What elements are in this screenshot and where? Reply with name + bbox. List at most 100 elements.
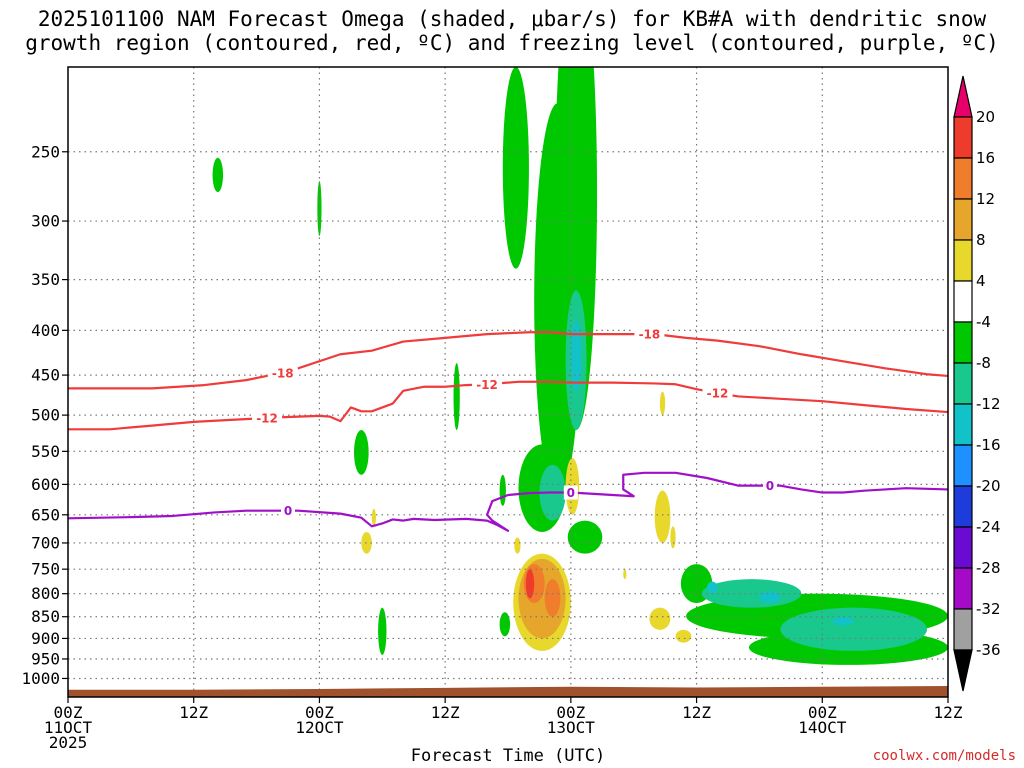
omega-shade-neg8 <box>354 430 369 475</box>
omega-shade-neg16 <box>759 591 781 604</box>
omega-shade-16 <box>525 569 535 599</box>
y-tick-label: 750 <box>31 560 60 579</box>
omega-shade-4 <box>514 537 521 554</box>
contour-label: 0 <box>567 486 575 500</box>
omega-shade-neg16 <box>707 581 718 594</box>
colorbar-segment <box>953 403 973 446</box>
x-tick-label: 00Z <box>808 703 837 722</box>
colorbar-segment <box>953 239 973 282</box>
omega-shade-neg8 <box>499 474 506 506</box>
contour-label: 0 <box>284 504 292 518</box>
colorbar-tick-label: 20 <box>976 108 995 126</box>
omega-shade-neg12 <box>780 607 928 651</box>
omega-shade-neg8 <box>317 181 322 236</box>
x-tick-label: 12Z <box>179 703 208 722</box>
omega-shade-neg8 <box>499 612 511 637</box>
colorbar-segment <box>953 280 973 323</box>
y-tick-label: 500 <box>31 406 60 425</box>
omega-shade-12 <box>544 579 561 617</box>
y-tick-label: 950 <box>31 649 60 668</box>
colorbar-tick-label: -16 <box>976 436 1001 454</box>
x-tick-label: 12OCT <box>295 718 344 737</box>
contour-label-bg <box>634 327 665 342</box>
y-tick-label: 450 <box>31 366 60 385</box>
x-tick-label: 00Z <box>556 703 585 722</box>
x-tick-label: 00Z <box>305 703 334 722</box>
colorbar-tick-label: 8 <box>976 231 986 249</box>
x-tick-label: 2025 <box>49 733 88 752</box>
omega-shade-4 <box>371 508 376 527</box>
y-tick-label: 400 <box>31 321 60 340</box>
contour-line-neg12 <box>68 380 948 431</box>
contour-label-bg <box>281 503 295 518</box>
omega-shade-4 <box>361 531 372 554</box>
contour-line-0 <box>68 471 948 532</box>
x-tick-label: 14OCT <box>798 718 847 737</box>
contour-label-bg <box>563 485 578 500</box>
colorbar-segment <box>953 362 973 405</box>
credit-link[interactable]: coolwx.com/models <box>872 748 1016 764</box>
colorbar-segment <box>953 608 973 651</box>
omega-shade-4 <box>670 526 676 549</box>
omega-shade-4 <box>623 569 627 580</box>
plot-frame <box>67 66 949 698</box>
omega-shade-neg16 <box>570 320 582 392</box>
colorbar-segment <box>953 157 973 200</box>
colorbar-segment <box>953 526 973 569</box>
contour-label: -12 <box>476 378 498 392</box>
colorbar-segment <box>953 444 973 487</box>
y-tick-label: 700 <box>31 533 60 552</box>
colorbar-segment <box>953 198 973 241</box>
colorbar-bottom-triangle <box>953 649 973 692</box>
x-tick-label: 00Z <box>54 703 83 722</box>
colorbar-tick-label: 4 <box>976 272 986 290</box>
omega-shade-neg8 <box>212 157 224 193</box>
colorbar-segment <box>953 485 973 528</box>
contour-label-bg <box>472 377 503 392</box>
y-tick-label: 1000 <box>21 669 60 688</box>
y-tick-label: 300 <box>31 212 60 231</box>
contour-label-bg <box>252 410 283 425</box>
colorbar-tick-label: -36 <box>976 641 1001 659</box>
omega-shade-4 <box>654 490 671 543</box>
contour-label: -12 <box>256 411 278 425</box>
omega-shade-neg8 <box>555 67 598 430</box>
x-axis-label: Forecast Time (UTC) <box>410 746 606 766</box>
colorbar-segment <box>953 116 973 159</box>
colorbar-segment <box>953 321 973 364</box>
contour-label: -12 <box>707 387 729 401</box>
colorbar-tick-label: -8 <box>976 354 991 372</box>
omega-shade-4 <box>659 391 666 416</box>
colorbar-tick-label: -20 <box>976 477 1001 495</box>
y-tick-label: 250 <box>31 142 60 161</box>
contour-label-bg <box>762 478 777 493</box>
chart-title-line2: growth region (contoured, red, ºC) and f… <box>25 31 999 55</box>
contour-label-bg <box>702 386 733 401</box>
x-tick-label: 12Z <box>682 703 711 722</box>
chart-title-line1: 2025101100 NAM Forecast Omega (shaded, μ… <box>37 7 987 31</box>
colorbar-top-triangle <box>953 75 973 118</box>
x-tick-label: 12Z <box>431 703 460 722</box>
omega-shade-4 <box>649 607 671 630</box>
y-tick-label: 800 <box>31 584 60 603</box>
x-tick-label: 13OCT <box>547 718 596 737</box>
contour-label: 0 <box>766 479 774 493</box>
colorbar-tick-label: -12 <box>976 395 1001 413</box>
omega-shade-neg16 <box>832 616 854 626</box>
colorbar-tick-label: -28 <box>976 559 1001 577</box>
y-tick-label: 650 <box>31 505 60 524</box>
omega-shade-neg8 <box>453 363 460 431</box>
contour-line-neg18 <box>68 331 948 390</box>
colorbar-tick-label: 16 <box>976 149 995 167</box>
x-tick-label: 11OCT <box>44 718 93 737</box>
omega-shade-4 <box>675 629 692 643</box>
contour-label-bg <box>267 365 298 380</box>
ground-surface <box>68 685 948 697</box>
omega-shade-neg8 <box>378 607 387 655</box>
y-tick-label: 350 <box>31 270 60 289</box>
omega-shade-neg8 <box>502 67 529 269</box>
colorbar-tick-label: -24 <box>976 518 1001 536</box>
y-tick-label: 850 <box>31 607 60 626</box>
